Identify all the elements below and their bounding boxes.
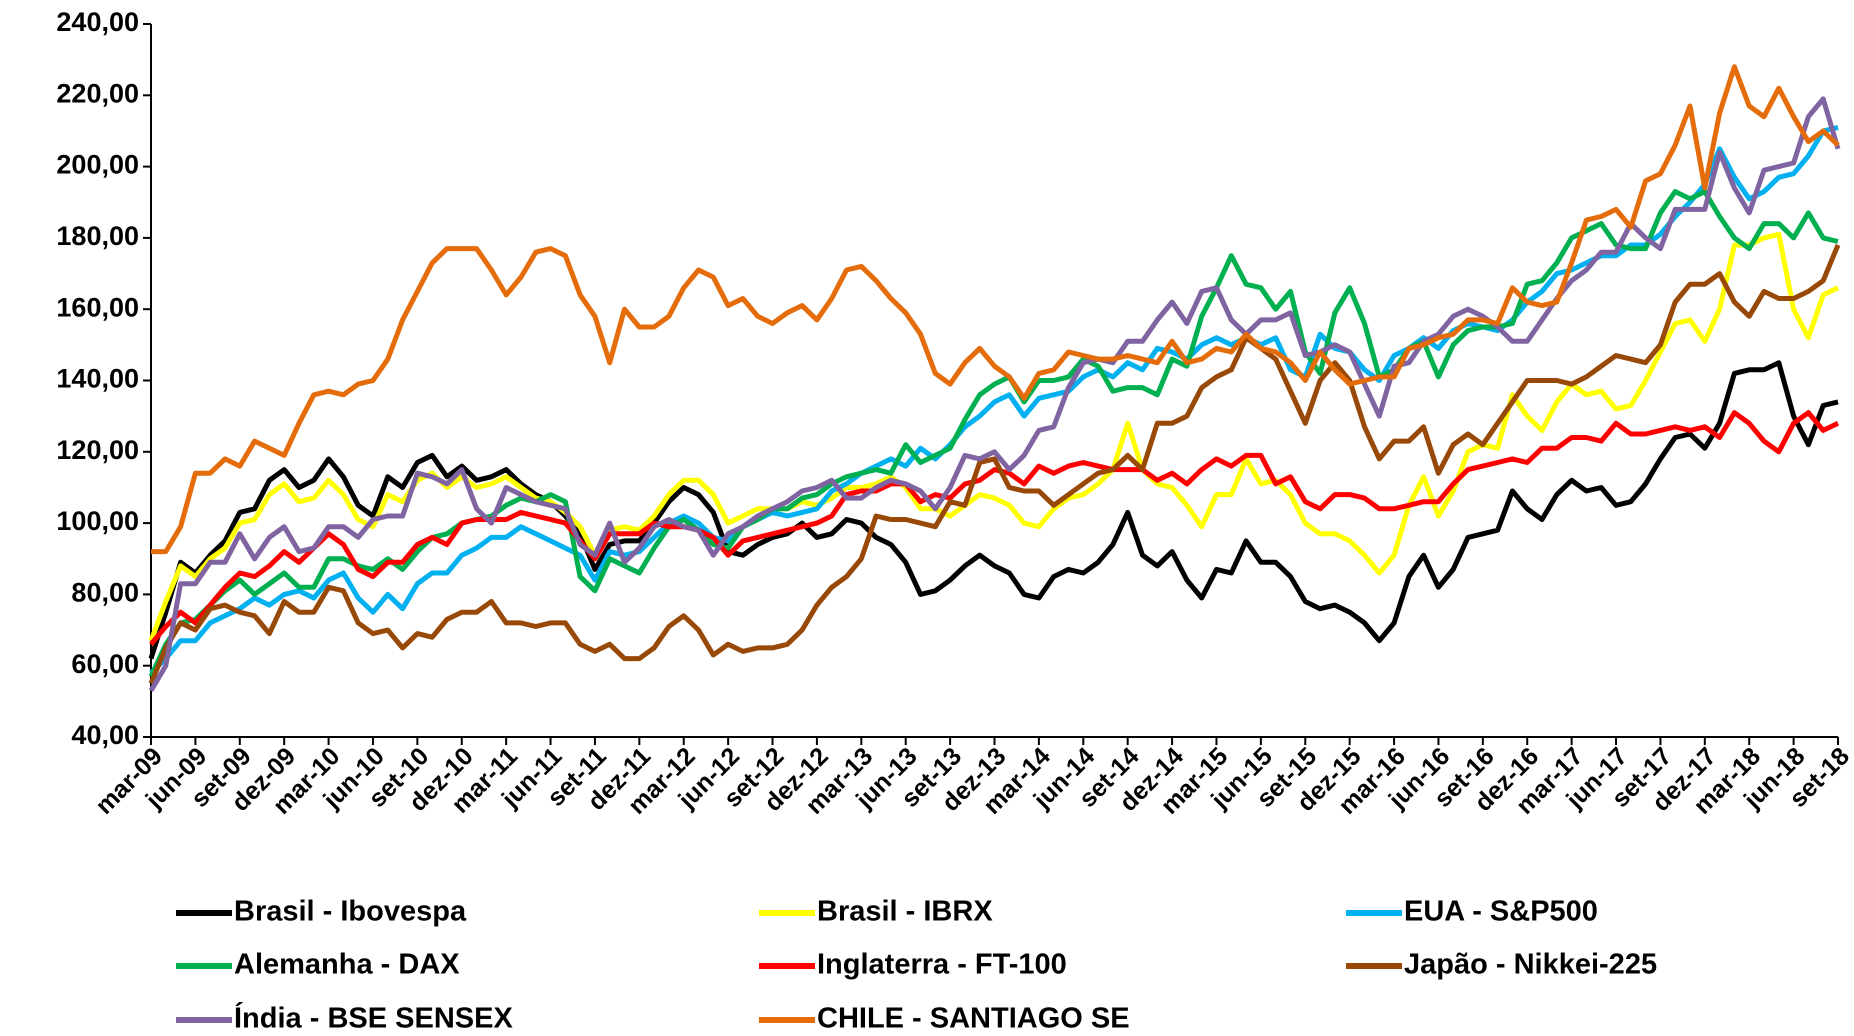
y-tick-label: 200,00 (56, 150, 139, 180)
legend-label: Alemanha - DAX (234, 949, 460, 981)
y-tick-label: 160,00 (56, 292, 139, 322)
legend-label: Brasil - IBRX (817, 896, 993, 928)
series-line (148, 231, 1840, 642)
y-tick-label: 220,00 (56, 78, 139, 108)
legend-label: Índia - BSE SENSEX (234, 1001, 513, 1035)
legend-label: Japão - Nikkei-225 (1404, 949, 1657, 981)
series-line (148, 244, 1841, 685)
y-tick-label: 80,00 (71, 578, 139, 608)
series-line (151, 64, 1840, 555)
y-tick-label: 140,00 (56, 364, 139, 394)
y-tick-label: 100,00 (56, 506, 139, 536)
legend-label: Brasil - Ibovespa (234, 896, 467, 928)
series-line (148, 360, 1839, 660)
series-line (149, 124, 1839, 675)
y-tick-label: 120,00 (56, 435, 139, 465)
legend-label: EUA - S&P500 (1404, 896, 1598, 928)
y-tick-label: 180,00 (56, 221, 139, 251)
y-tick-label: 40,00 (71, 720, 139, 750)
series-line (149, 410, 1840, 646)
legend-label: Inglaterra - FT-100 (817, 949, 1067, 981)
y-tick-label: 240,00 (56, 7, 139, 37)
legend-label: CHILE - SANTIAGO SE (817, 1003, 1130, 1035)
y-tick-label: 60,00 (71, 649, 139, 679)
